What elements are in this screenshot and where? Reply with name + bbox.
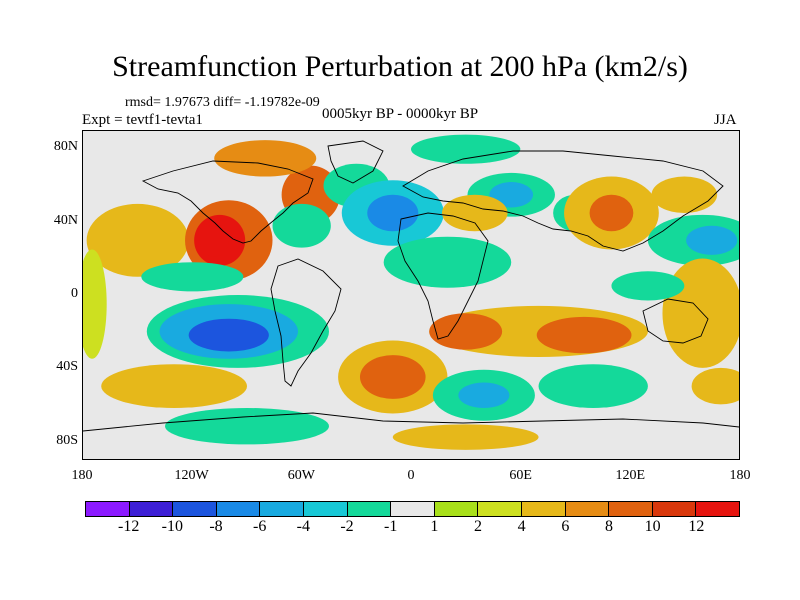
colorbar-label: 2 — [474, 518, 482, 535]
colorbar-label: 4 — [517, 518, 526, 535]
x-tick-label: 60E — [509, 468, 532, 483]
contour-cell-15 — [383, 236, 512, 288]
contour-cell-27 — [83, 249, 107, 359]
map-svg — [83, 134, 739, 450]
contour-cell-35 — [538, 364, 648, 408]
y-tick-label: 40N — [53, 212, 78, 228]
x-tick-label: 60W — [287, 468, 315, 483]
contour-cell-17 — [589, 194, 634, 232]
contour-cell-5 — [214, 140, 317, 177]
contour-cell-3 — [199, 223, 229, 257]
coast-greenland — [327, 140, 384, 184]
colorbar-box-9 — [478, 502, 522, 516]
coast-south-america — [270, 258, 342, 387]
colorbar-box-10 — [521, 502, 566, 516]
contour-cell-0 — [86, 203, 189, 277]
colorbar-box-0 — [86, 502, 130, 516]
colorbar-box-8 — [434, 502, 479, 516]
contour-cell-26 — [165, 407, 329, 445]
colorbar-box-1 — [129, 502, 174, 516]
x-tick-label: 120E — [615, 468, 646, 483]
colorbar-box-7 — [391, 502, 435, 516]
colorbar-box-11 — [565, 502, 610, 516]
colorbar-box-4 — [260, 502, 304, 516]
colorbar-label: -10 — [161, 518, 183, 535]
y-tick-label: 40S — [56, 359, 78, 375]
colorbar — [85, 501, 740, 517]
colorbar-label: 8 — [605, 518, 613, 535]
colorbar-label: -4 — [296, 518, 310, 535]
y-tick-label: 80S — [56, 432, 78, 448]
coast-north-america — [141, 160, 314, 244]
contour-cell-39 — [392, 424, 539, 450]
y-tick-label: 80N — [53, 139, 78, 155]
map-title: Streamfunction Perturbation at 200 hPa (… — [112, 50, 688, 83]
colorbar-box-6 — [347, 502, 392, 516]
coast-australia — [642, 298, 709, 344]
colorbar-label: 1 — [430, 518, 439, 535]
season-label: JJA — [714, 112, 737, 128]
stats-text: rmsd= 1.97673 diff= -1.19782e-09 — [125, 95, 320, 110]
colorbar-label: -12 — [117, 518, 140, 535]
colorbar-label: -1 — [383, 518, 398, 535]
contour-cell-31 — [458, 382, 510, 408]
contour-cell-37 — [691, 367, 739, 405]
colorbar-box-13 — [652, 502, 697, 516]
period-label: 0005kyr BP - 0000kyr BP — [322, 106, 479, 122]
contour-cell-6 — [272, 203, 331, 248]
contour-cell-25 — [101, 364, 247, 408]
colorbar-label: -8 — [209, 518, 223, 535]
contour-cell-29 — [359, 355, 426, 399]
contour-cell-19 — [686, 225, 738, 255]
contour-cell-33 — [536, 316, 632, 354]
colorbar-box-12 — [609, 502, 653, 516]
contour-cell-24 — [188, 318, 269, 352]
colorbar-label: 6 — [561, 518, 570, 535]
experiment-label: Expt = tevtf1-tevta1 — [82, 112, 203, 128]
colorbar-box-14 — [696, 502, 739, 516]
colorbar-label: -2 — [340, 518, 354, 535]
contour-cell-38 — [611, 271, 685, 301]
contour-cell-20 — [651, 176, 718, 213]
x-tick-label: 180 — [729, 468, 751, 483]
colorbar-label: -6 — [252, 518, 267, 535]
x-tick-label: 0 — [407, 468, 415, 483]
coastlines — [83, 140, 739, 432]
coast-africa — [397, 212, 489, 340]
y-tick-label: 0 — [71, 286, 78, 301]
colorbar-label: 12 — [688, 518, 705, 535]
coast-eurasia — [402, 150, 724, 252]
contour-cell-10 — [411, 134, 521, 164]
x-tick-label: 120W — [174, 468, 209, 483]
contour-cell-13 — [441, 194, 508, 232]
colorbar-box-2 — [173, 502, 217, 516]
map-plot-area — [82, 130, 740, 460]
contour-cell-12 — [489, 182, 534, 208]
x-tick-label: 180 — [71, 468, 93, 483]
colorbar-box-3 — [216, 502, 261, 516]
colorbar-label: 10 — [644, 518, 661, 535]
colorbar-box-5 — [303, 502, 348, 516]
coast-antarctica — [83, 412, 739, 432]
contour-cell-9 — [367, 194, 419, 232]
contour-cell-34 — [429, 313, 503, 350]
contour-cell-21 — [141, 262, 244, 292]
contour-field — [83, 134, 739, 450]
contour-cell-36 — [662, 258, 739, 368]
